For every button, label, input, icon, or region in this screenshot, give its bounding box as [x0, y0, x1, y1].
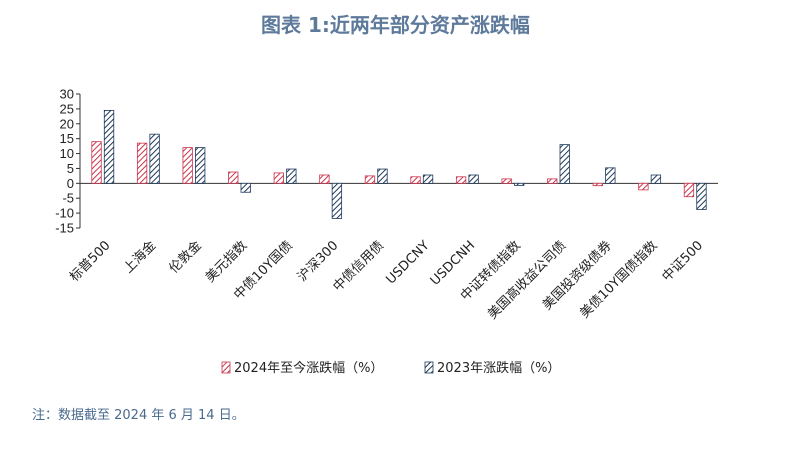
bar-2023-11 [605, 167, 616, 184]
bar-2023-2 [195, 147, 206, 184]
x-tick-label: USDCNY [383, 238, 432, 287]
bar-2024-1 [136, 142, 148, 184]
bar-2023-12 [650, 174, 662, 184]
bar-2024-12 [638, 182, 649, 191]
legend-label-0: 2024年至今涨跌幅（%） [234, 360, 383, 376]
y-tick-label: -5 [62, 191, 74, 206]
bar-2023-0 [103, 109, 115, 184]
x-tick-label: 标普500 [67, 238, 114, 285]
legend-label-1: 2023年涨跌幅（%） [437, 360, 560, 376]
x-tick-label: 沪深300 [294, 238, 341, 285]
bar-2024-4 [273, 172, 284, 184]
y-tick-label: 20 [60, 116, 74, 131]
bar-2023-8 [468, 174, 479, 184]
x-tick-label: 美元指数 [203, 238, 250, 285]
y-tick-label: -10 [55, 206, 74, 221]
bar-2023-10 [559, 144, 570, 184]
x-tick-label: 伦敦金 [166, 238, 205, 277]
x-tick-label: 美债10Y国债指数 [577, 238, 660, 321]
y-tick-label: 25 [60, 101, 74, 116]
bar-2024-5 [319, 174, 330, 184]
bar-2024-7 [410, 176, 421, 184]
bar-2024-13 [683, 182, 695, 198]
bar-2024-10 [547, 178, 558, 184]
y-tick-label: 5 [67, 161, 74, 176]
chart-title: 图表 1:近两年部分资产涨跌幅 [261, 13, 530, 37]
bar-2024-2 [182, 147, 193, 184]
y-tick-label: 10 [60, 146, 74, 161]
bar-2023-7 [422, 174, 434, 184]
x-tick-label: 美国高收益公司债 [484, 238, 569, 323]
y-tick-label: 0 [67, 176, 74, 191]
y-tick-label: 30 [60, 87, 74, 102]
x-tick-label: 中证500 [659, 238, 706, 285]
bar-2023-9 [514, 182, 525, 186]
bar-2024-9 [501, 178, 512, 184]
bar-2023-5 [331, 182, 343, 219]
bar-2023-3 [240, 182, 251, 193]
bar-2023-4 [286, 168, 297, 184]
y-tick-label: -15 [55, 221, 74, 236]
bar-2024-11 [592, 182, 603, 187]
bar-2023-13 [696, 182, 707, 210]
bar-2023-1 [149, 133, 160, 184]
y-tick-label: 15 [60, 131, 74, 146]
bar-2024-3 [228, 171, 239, 184]
legend-swatch-0 [221, 361, 231, 374]
x-tick-label: 上海金 [120, 238, 159, 277]
bar-2024-0 [91, 141, 102, 184]
footnote: 注：数据截至 2024 年 6 月 14 日。 [32, 408, 245, 423]
bar-2024-6 [364, 175, 376, 184]
legend-swatch-1 [424, 361, 434, 374]
bar-2024-8 [455, 176, 467, 184]
bar-2023-6 [377, 168, 388, 184]
